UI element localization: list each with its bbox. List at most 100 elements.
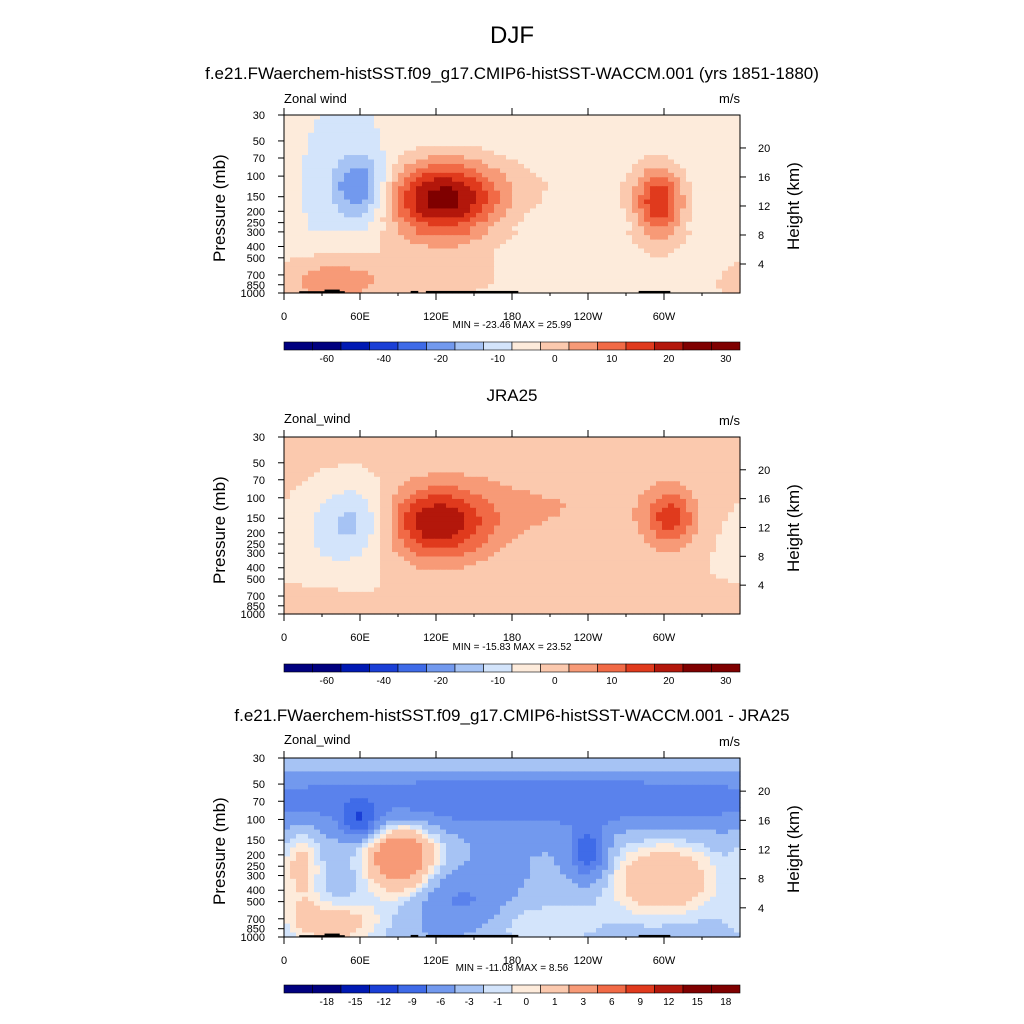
field-cell <box>716 172 723 178</box>
field-cell <box>362 199 369 205</box>
field-cell <box>566 459 573 465</box>
field-cell <box>728 212 735 218</box>
field-cell <box>470 450 477 456</box>
field-cell <box>350 284 357 290</box>
field-cell <box>428 270 435 276</box>
field-cell <box>596 137 603 143</box>
field-cell <box>320 279 327 285</box>
field-cell <box>398 208 405 214</box>
field-cell <box>620 239 627 245</box>
field-cell <box>374 270 381 276</box>
field-cell <box>290 123 297 129</box>
field-cell <box>506 252 513 258</box>
field-cell <box>560 155 567 161</box>
field-cell <box>440 115 447 121</box>
field-cell <box>296 199 303 205</box>
field-cell <box>686 275 693 281</box>
field-cell <box>686 450 693 456</box>
field-cell <box>446 534 453 540</box>
field-cell <box>686 454 693 460</box>
field-cell <box>350 177 357 183</box>
colorbar-box <box>511 341 541 351</box>
field-cell <box>686 441 693 447</box>
field-cell <box>386 445 393 451</box>
field-cell <box>464 230 471 236</box>
field-cell <box>638 155 645 161</box>
field-cell <box>662 467 669 473</box>
field-cell <box>332 141 339 147</box>
field-cell <box>500 538 507 544</box>
field-cell <box>662 195 669 201</box>
field-cell <box>350 244 357 250</box>
y-tick-label: 150 <box>247 192 265 204</box>
field-cell <box>464 534 471 540</box>
field-cell <box>446 208 453 214</box>
field-cell <box>458 472 465 478</box>
field-cell <box>326 199 333 205</box>
field-cell <box>356 146 363 152</box>
field-cell <box>446 141 453 147</box>
field-cell <box>632 181 639 187</box>
field-cell <box>398 163 405 169</box>
field-cell <box>350 503 357 509</box>
field-cell <box>392 512 399 518</box>
field-cell <box>416 529 423 535</box>
field-cell <box>398 288 405 294</box>
field-cell <box>572 248 579 254</box>
field-cell <box>710 284 717 290</box>
field-cell <box>446 437 453 443</box>
field-cell <box>332 239 339 245</box>
field-cell <box>470 279 477 285</box>
field-cell <box>404 521 411 527</box>
field-cell <box>524 190 531 196</box>
field-cell <box>290 472 297 478</box>
field-cell <box>308 266 315 272</box>
field-cell <box>422 463 429 469</box>
field-cell <box>290 490 297 496</box>
field-cell <box>662 284 669 290</box>
field-cell <box>524 186 531 192</box>
field-cell <box>662 244 669 250</box>
field-cell <box>512 463 519 469</box>
field-cell <box>440 159 447 165</box>
field-cell <box>452 261 459 267</box>
field-cell <box>680 252 687 258</box>
field-cell <box>698 204 705 210</box>
field-cell <box>440 261 447 267</box>
field-cell <box>434 261 441 267</box>
field-cell <box>392 172 399 178</box>
panel-1-units: m/s <box>719 91 740 106</box>
field-cell <box>494 195 501 201</box>
field-cell <box>428 168 435 174</box>
field-cell <box>542 186 549 192</box>
field-cell <box>608 512 615 518</box>
field-cell <box>494 155 501 161</box>
field-cell <box>680 441 687 447</box>
field-cell <box>320 195 327 201</box>
field-cell <box>662 525 669 531</box>
field-cell <box>500 284 507 290</box>
field-cell <box>314 172 321 178</box>
field-cell <box>356 186 363 192</box>
field-cell <box>578 450 585 456</box>
field-cell <box>626 450 633 456</box>
field-cell <box>428 485 435 491</box>
field-cell <box>284 119 291 125</box>
field-cell <box>524 181 531 187</box>
field-cell <box>398 199 405 205</box>
field-cell <box>350 521 357 527</box>
field-cell <box>698 490 705 496</box>
field-cell <box>548 252 555 258</box>
field-cell <box>488 529 495 535</box>
field-cell <box>470 119 477 125</box>
field-cell <box>290 437 297 443</box>
field-cell <box>512 119 519 125</box>
field-cell <box>614 119 621 125</box>
field-cell <box>368 525 375 531</box>
field-cell <box>662 459 669 465</box>
field-cell <box>608 275 615 281</box>
field-cell <box>344 186 351 192</box>
field-cell <box>614 445 621 451</box>
field-cell <box>560 181 567 187</box>
field-cell <box>320 261 327 267</box>
